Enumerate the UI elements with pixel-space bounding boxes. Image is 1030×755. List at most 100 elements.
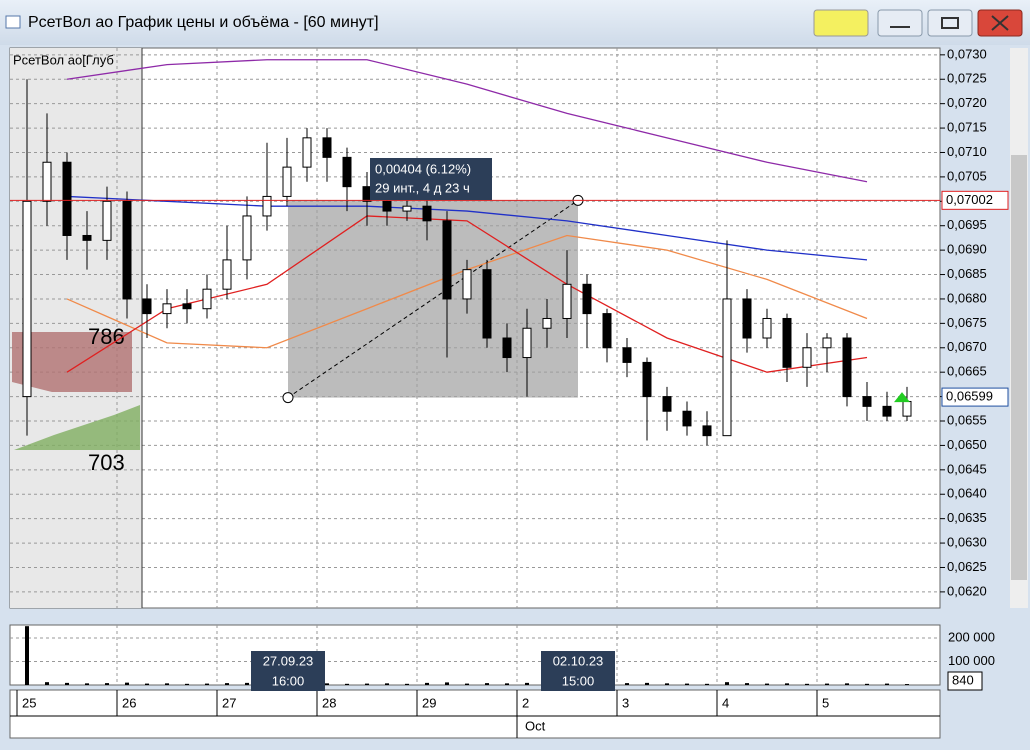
volume-bar: [745, 683, 749, 685]
x-tick-label: 3: [622, 695, 629, 710]
candle-body: [362, 186, 372, 202]
candle-body: [582, 283, 592, 315]
volume-bar: [505, 683, 509, 685]
candle-body: [462, 269, 472, 300]
x-tick-label: 28: [322, 695, 336, 710]
y-tick-label: 0,0695: [947, 217, 987, 232]
y-tick-label: 0,0730: [947, 46, 987, 61]
candle-body: [682, 410, 692, 427]
volume-bar: [325, 683, 329, 685]
last-marker: [894, 392, 910, 403]
link-button[interactable]: [813, 9, 869, 37]
volume-bar: [705, 683, 709, 685]
candle-body: [742, 298, 752, 339]
level-label: 0,07002: [946, 192, 993, 207]
x-tick-label: 25: [22, 695, 36, 710]
candle-body: [842, 337, 852, 398]
candle-body: [522, 327, 532, 359]
profile-area: [10, 48, 142, 608]
candle-body: [762, 317, 772, 339]
candle-body: [62, 161, 72, 236]
candle-body: [122, 200, 132, 300]
y-tick-label: 0,0675: [947, 315, 987, 330]
y-tick-label: 0,0715: [947, 120, 987, 135]
y-tick-label: 0,0710: [947, 144, 987, 159]
app-icon: [5, 15, 21, 29]
candle-body: [82, 234, 92, 241]
y-tick-label: 0,0635: [947, 510, 987, 525]
volume-last: 840: [952, 672, 974, 687]
date-tip-text: 02.10.23: [553, 653, 604, 668]
volume-bar: [485, 683, 489, 685]
maximize-button[interactable]: [927, 9, 973, 37]
measure-line: [287, 199, 579, 398]
volume-profile-buy: [14, 405, 140, 450]
candle-body: [202, 288, 212, 310]
candle-body: [262, 195, 272, 217]
window-title: РсетВол ао График цены и объёма - [60 ми…: [28, 14, 379, 31]
volume-bar: [185, 683, 189, 685]
y-tick-label: 0,0650: [947, 437, 987, 452]
x-tick-label: 4: [722, 695, 729, 710]
volume-bar: [465, 683, 469, 685]
candle-body: [822, 337, 832, 349]
candle-body: [482, 269, 492, 339]
volume-bar: [685, 683, 689, 685]
volume-bar: [365, 683, 369, 685]
candle-body: [642, 361, 652, 398]
x-tick-label: 27: [222, 695, 236, 710]
x-tick-label: 5: [822, 695, 829, 710]
level-tag: [941, 190, 1009, 210]
candle-body: [302, 137, 312, 168]
volume-tick-label: 200 000: [948, 629, 995, 644]
volume-bar: [145, 683, 149, 685]
volume-bar: [785, 683, 789, 685]
volume-bar: [85, 683, 89, 685]
candle-body: [282, 166, 292, 197]
volume-bar: [25, 626, 29, 685]
candle-body: [882, 405, 892, 417]
volume-bar: [865, 683, 869, 685]
candle-body: [422, 205, 432, 222]
scroll-thumb[interactable]: [1011, 155, 1027, 580]
candle-body: [662, 396, 672, 412]
volume-bar: [885, 683, 889, 685]
candle-body: [162, 303, 172, 315]
measure-text: 0,00404 (6.12%): [375, 161, 471, 176]
volume-bar: [905, 684, 909, 685]
measure-end: [282, 392, 294, 404]
last-label: 0,06599: [946, 389, 993, 404]
candle-body: [322, 137, 332, 158]
volume-bar: [105, 683, 109, 685]
volume-bar: [165, 683, 169, 685]
candle-body: [42, 161, 52, 202]
date-axis: [9, 689, 941, 739]
candle-body: [802, 347, 812, 368]
indicator-line: [66, 59, 868, 183]
y-tick-label: 0,0620: [947, 583, 987, 598]
volume-bar: [425, 682, 429, 685]
y-tick-label: 0,0655: [947, 412, 987, 427]
month-label: Oct: [525, 718, 546, 733]
y-tick-label: 0,0680: [947, 290, 987, 305]
volume-profile-sell: [12, 332, 132, 392]
measure-text: 29 инт., 4 д 23 ч: [375, 180, 470, 195]
candle-body: [702, 425, 712, 437]
volume-bar: [445, 682, 449, 685]
date-tip-text: 15:00: [562, 673, 595, 688]
candle-body: [242, 215, 252, 261]
volume-bar: [405, 683, 409, 685]
y-tick-label: 0,0640: [947, 486, 987, 501]
candle-body: [382, 200, 392, 212]
last-tag: [941, 387, 1009, 407]
candle-body: [222, 259, 232, 290]
profile-label: 786: [88, 324, 125, 349]
candle-body: [542, 317, 552, 329]
volume-bar: [245, 682, 249, 685]
minimize-button[interactable]: [877, 9, 923, 37]
volume-bar: [845, 683, 849, 685]
volume-bar: [645, 682, 649, 685]
indicator-line: [66, 195, 868, 261]
y-tick-label: 0,0725: [947, 71, 987, 86]
volume-bar: [665, 683, 669, 685]
